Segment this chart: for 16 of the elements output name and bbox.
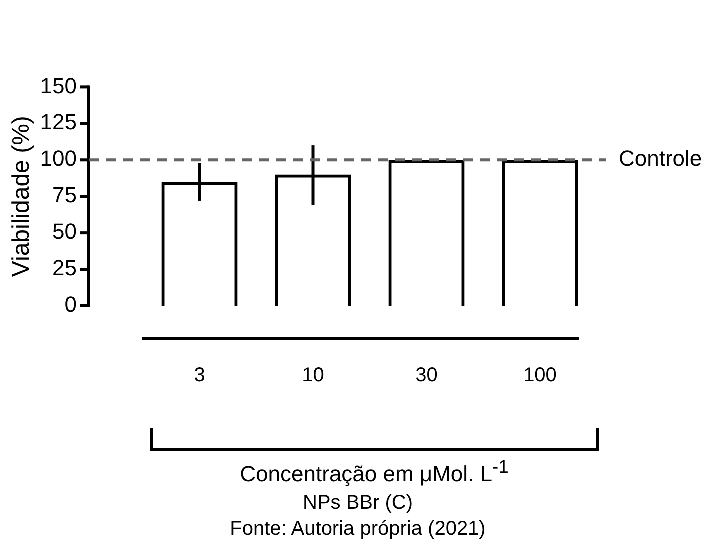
x-tick-label: 30	[416, 364, 438, 387]
y-tick-label: 125	[40, 110, 77, 135]
y-tick-label: 0	[64, 292, 77, 318]
y-tick-label: 50	[52, 219, 77, 244]
y-axis-title: Viabilidade (%)	[8, 116, 36, 278]
y-tick-label: 75	[52, 182, 77, 208]
y-tick-label: 25	[52, 256, 77, 281]
x-tick-label: 3	[194, 364, 206, 387]
ref-line-label: Controle	[619, 146, 702, 172]
x-tick-label: 10	[302, 364, 324, 387]
source-note: Fonte: Autoria própria (2021)	[229, 518, 487, 541]
text: NPs BBr (C)	[302, 492, 414, 515]
x-axis-title: Concentração em μMol. L$^{-1}$	[239, 456, 510, 488]
x-tick-label: 100	[524, 364, 557, 387]
y-tick-label: 150	[40, 73, 77, 98]
y-tick-label: 100	[40, 146, 77, 172]
